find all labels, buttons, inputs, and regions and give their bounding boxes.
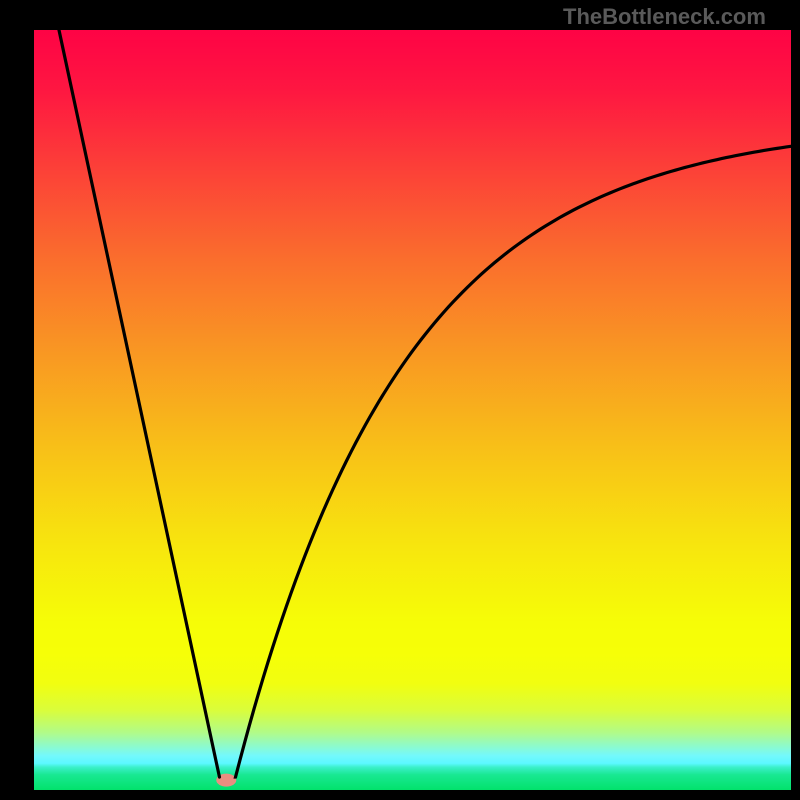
- plot-area: [34, 30, 791, 790]
- attribution-label: TheBottleneck.com: [563, 4, 766, 30]
- curve-right-branch: [236, 146, 791, 777]
- curve-left-branch: [59, 30, 219, 777]
- bottleneck-chart: TheBottleneck.com: [0, 0, 800, 800]
- curve-layer: [34, 30, 791, 790]
